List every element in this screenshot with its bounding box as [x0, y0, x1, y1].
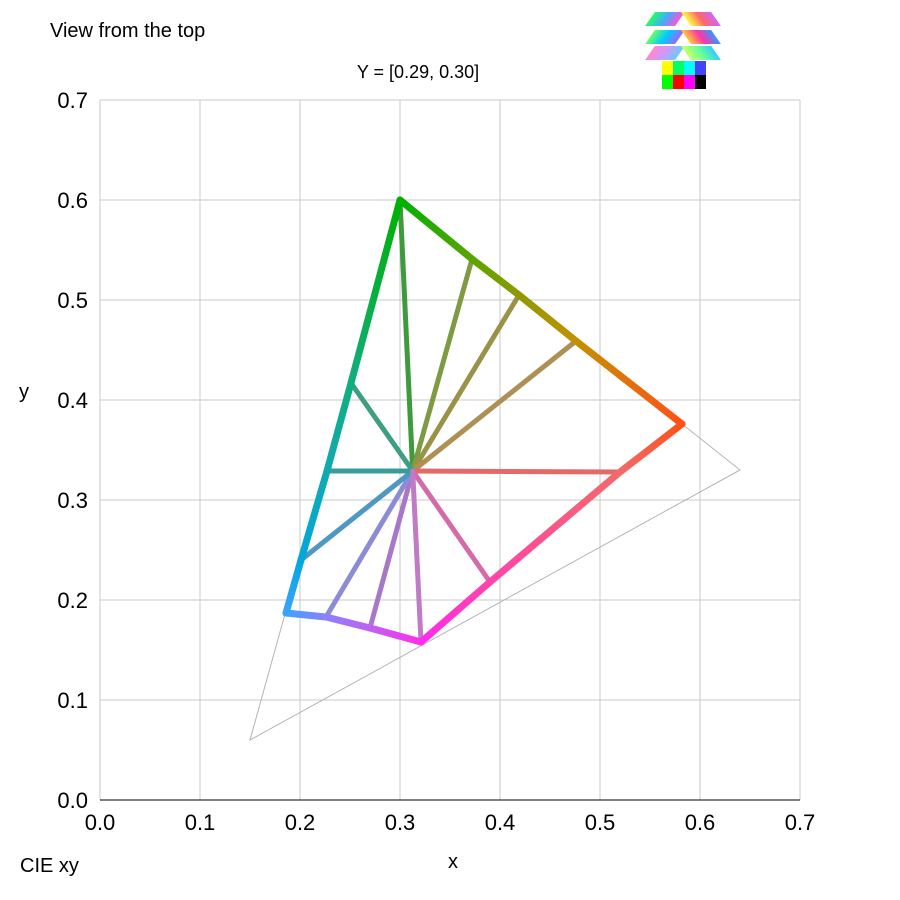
- gamut-boundary-segment: [322, 613, 374, 632]
- gamut-boundary-segment: [297, 467, 331, 564]
- x-tick-label: 0.1: [185, 810, 216, 835]
- swatch-icon: [695, 61, 706, 75]
- hue-ray: [410, 292, 522, 474]
- y-tick-label: 0.6: [57, 188, 88, 213]
- gamut-boundary-segment: [515, 291, 580, 345]
- swatch-grid-icon[interactable]: [662, 61, 706, 89]
- ray-layer: [298, 197, 623, 645]
- x-tick-label: 0.5: [585, 810, 616, 835]
- y-tick-label: 0.5: [57, 288, 88, 313]
- x-tick-label: 0.4: [485, 810, 516, 835]
- swatch-icon: [662, 61, 673, 75]
- hue-ray: [410, 468, 493, 585]
- gamut-boundary-segment: [323, 379, 355, 475]
- view-label: View from the top: [50, 20, 206, 42]
- grid-layer: [99, 99, 801, 801]
- color-space-label: CIE xy: [20, 855, 79, 877]
- y-tick-label: 0.7: [57, 88, 88, 113]
- swatch-icon: [673, 75, 684, 89]
- gamut-boundary-segment: [366, 624, 425, 646]
- hue-ray: [348, 380, 416, 474]
- x-tick-label: 0.6: [685, 810, 716, 835]
- swatch-icon: [684, 61, 695, 75]
- gamut-boundary-segment: [347, 196, 404, 387]
- gamut-boundary-segment: [486, 468, 624, 586]
- hue-ray: [298, 468, 416, 563]
- swatch-icon: [673, 61, 684, 75]
- hue-ray: [410, 256, 475, 474]
- hue-ray: [397, 197, 416, 474]
- x-axis-title: x: [448, 851, 458, 873]
- x-tick-label: 0.3: [385, 810, 416, 835]
- swatch-icon: [695, 75, 706, 89]
- swatch-icon: [684, 75, 695, 89]
- hue-ray: [323, 468, 416, 620]
- x-tick-label: 0.7: [785, 810, 816, 835]
- gamut-boundary-segment: [396, 196, 476, 263]
- y-tick-label: 0.2: [57, 588, 88, 613]
- hue-ray: [410, 468, 424, 645]
- y-tick-label: 0.1: [57, 688, 88, 713]
- y-tick-label: 0.0: [57, 788, 88, 813]
- y-axis-title: y: [19, 381, 29, 403]
- gamut-boundary-segment: [282, 609, 330, 621]
- gamut-boundary-layer: [282, 196, 686, 646]
- tick-label-layer: 0.0 0.1 0.2 0.3 0.4 0.5 0.6 0.7 0.0 0.1 0.2 0.3 0.4 0…: [57, 88, 815, 835]
- gamut-boundary-segment: [417, 578, 494, 646]
- gamut-boundary-segment: [468, 255, 523, 299]
- hue-ray: [410, 338, 579, 474]
- gamut-boundary-segment: [616, 420, 686, 476]
- x-tick-label: 0.2: [285, 810, 316, 835]
- x-tick-label: 0.0: [85, 810, 116, 835]
- chart-subtitle: Y = [0.29, 0.30]: [356, 62, 480, 82]
- swatch-icon: [662, 75, 673, 89]
- y-tick-label: 0.4: [57, 388, 88, 413]
- hue-ray: [410, 468, 623, 475]
- y-tick-label: 0.3: [57, 488, 88, 513]
- hue-ray: [367, 468, 416, 631]
- gamut-boundary-segment: [572, 337, 686, 428]
- view-selector-icon[interactable]: [645, 10, 721, 92]
- gamut-boundary-segment: [282, 556, 305, 617]
